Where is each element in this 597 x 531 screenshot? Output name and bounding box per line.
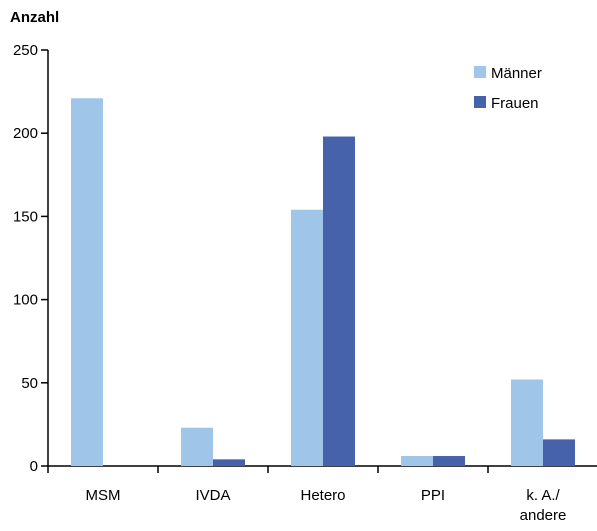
y-tick-label: 100 [13,292,38,309]
y-tick-label: 50 [21,375,38,392]
bar [71,98,103,467]
x-tick-label: k. A./andere [520,487,567,524]
bar [543,439,575,466]
bar [291,209,323,466]
legend-label: Frauen [491,95,539,112]
bar [181,427,213,466]
bar [401,456,433,466]
y-axis-title: Anzahl [10,9,59,26]
legend: Männer Frauen [474,65,542,112]
bar [213,459,245,466]
y-tick-label: 150 [13,208,38,225]
y-tick-label: 0 [30,458,38,475]
legend-label: Männer [491,65,542,82]
axis-labels: 0 50 100 150 200 250 MSM IVDA Hetero PPI k. A./and… [13,42,566,524]
x-tick-label: MSM [86,487,121,504]
x-tick-label: PPI [421,487,445,504]
legend-swatch [474,96,486,108]
legend-swatch [474,66,486,78]
x-tick-label: Hetero [300,487,345,504]
bar [511,379,543,466]
bar [433,456,465,466]
x-tick-label: IVDA [195,487,230,504]
bar [323,136,355,466]
y-tick-label: 250 [13,42,38,59]
y-tick-label: 200 [13,125,38,142]
bars [71,98,575,467]
